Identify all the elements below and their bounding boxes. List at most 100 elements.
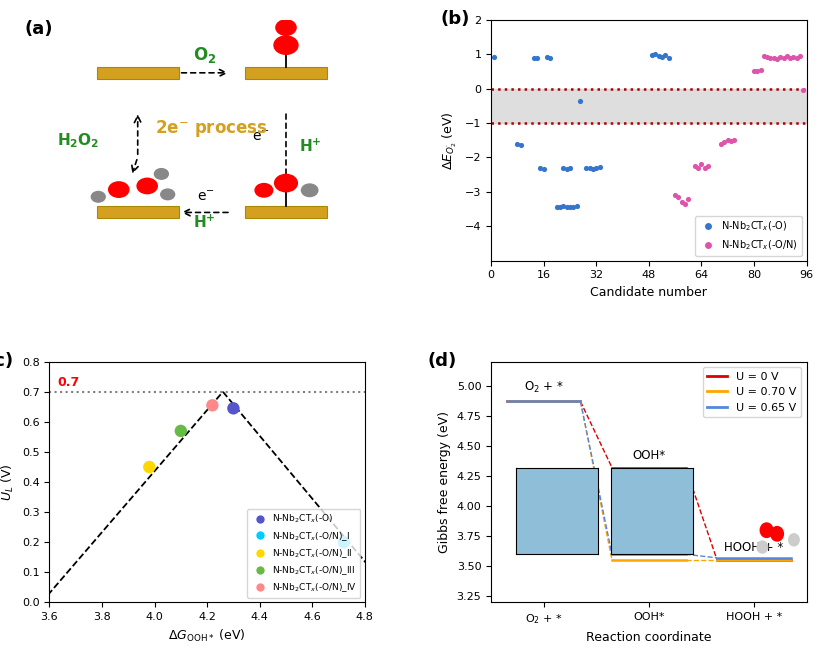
- Circle shape: [757, 541, 768, 553]
- Point: [787, 52, 800, 62]
- FancyBboxPatch shape: [96, 67, 179, 79]
- Point: [691, 162, 704, 173]
- Circle shape: [255, 183, 272, 197]
- Point: [563, 202, 576, 213]
- Point: [337, 537, 351, 547]
- Circle shape: [109, 182, 129, 197]
- Text: $\mathbf{H^{+}}$: $\mathbf{H^{+}}$: [299, 138, 321, 156]
- Point: [668, 190, 681, 201]
- Point: [724, 136, 737, 146]
- Point: [560, 201, 574, 212]
- Point: [534, 162, 547, 173]
- Point: [760, 52, 774, 62]
- Y-axis label: $\Delta E_{O_2^{\cdot}}$ (eV): $\Delta E_{O_2^{\cdot}}$ (eV): [441, 111, 459, 169]
- Point: [227, 403, 240, 414]
- Point: [681, 193, 695, 204]
- Point: [672, 192, 685, 203]
- FancyBboxPatch shape: [245, 67, 327, 79]
- Point: [579, 162, 593, 173]
- Point: [701, 161, 714, 171]
- Point: [764, 52, 777, 63]
- Point: [573, 95, 586, 106]
- Circle shape: [275, 174, 297, 192]
- Point: [714, 138, 728, 149]
- Point: [793, 51, 807, 62]
- Point: [537, 164, 551, 175]
- Point: [767, 53, 780, 64]
- Circle shape: [274, 36, 298, 54]
- Point: [662, 52, 675, 63]
- Point: [774, 52, 787, 62]
- Circle shape: [160, 189, 174, 200]
- Point: [566, 202, 579, 213]
- Circle shape: [155, 169, 169, 179]
- Text: (b): (b): [440, 10, 470, 28]
- Circle shape: [301, 184, 318, 197]
- Bar: [491, 89, 807, 123]
- Text: e$^{-}$: e$^{-}$: [197, 189, 215, 203]
- Point: [649, 49, 662, 60]
- FancyBboxPatch shape: [96, 207, 179, 218]
- X-axis label: Candidate number: Candidate number: [590, 286, 707, 299]
- Legend: N-Nb$_2$CT$_x$(-O), N-Nb$_2$CT$_x$(-O/N)_I, N-Nb$_2$CT$_x$(-O/N)_II, N-Nb$_2$CT$: N-Nb$_2$CT$_x$(-O), N-Nb$_2$CT$_x$(-O/N)…: [248, 509, 360, 598]
- Y-axis label: Gibbs free energy (eV): Gibbs free energy (eV): [438, 411, 451, 553]
- Point: [593, 162, 606, 172]
- Point: [728, 134, 741, 145]
- Point: [718, 136, 731, 147]
- Text: $\mathbf{H^{+}}$: $\mathbf{H^{+}}$: [193, 214, 216, 231]
- Text: $\mathbf{O_2}$: $\mathbf{O_2}$: [193, 44, 216, 65]
- Point: [675, 197, 688, 207]
- Point: [557, 162, 570, 173]
- Point: [583, 163, 596, 173]
- Point: [721, 135, 734, 146]
- Point: [783, 53, 797, 64]
- Circle shape: [771, 526, 783, 541]
- Text: 0.7: 0.7: [58, 376, 80, 389]
- Point: [754, 64, 767, 75]
- FancyBboxPatch shape: [245, 207, 327, 218]
- Point: [688, 161, 701, 171]
- Point: [658, 50, 672, 60]
- Text: 2e$^{-}$ process: 2e$^{-}$ process: [156, 118, 268, 138]
- Point: [541, 52, 554, 62]
- Circle shape: [760, 523, 773, 538]
- Point: [751, 66, 764, 76]
- X-axis label: $\Delta G_\mathrm{OOH*}$ (eV): $\Delta G_\mathrm{OOH*}$ (eV): [169, 628, 246, 644]
- Point: [570, 201, 583, 212]
- Point: [544, 52, 557, 63]
- Circle shape: [276, 20, 296, 35]
- Point: [174, 426, 188, 436]
- Legend: U = 0 V, U = 0.70 V, U = 0.65 V: U = 0 V, U = 0.70 V, U = 0.65 V: [703, 367, 801, 417]
- Text: OOH*: OOH*: [632, 449, 665, 461]
- Point: [655, 52, 668, 62]
- Point: [551, 202, 564, 213]
- X-axis label: Reaction coordinate: Reaction coordinate: [586, 632, 712, 645]
- Point: [206, 400, 219, 410]
- Text: (d): (d): [428, 352, 458, 370]
- Y-axis label: $U_L$ (V): $U_L$ (V): [0, 463, 16, 501]
- Circle shape: [788, 534, 799, 546]
- Text: HOOH + *: HOOH + *: [724, 542, 783, 554]
- Point: [757, 51, 770, 62]
- Point: [142, 461, 156, 472]
- Point: [790, 52, 803, 63]
- Point: [586, 164, 599, 175]
- Circle shape: [137, 178, 157, 194]
- Point: [514, 140, 528, 151]
- Point: [488, 52, 501, 62]
- Point: [747, 66, 760, 77]
- Circle shape: [91, 191, 105, 202]
- Point: [777, 52, 790, 63]
- Point: [589, 162, 602, 173]
- Point: [511, 138, 524, 149]
- Point: [678, 199, 691, 209]
- Point: [528, 52, 541, 63]
- Point: [554, 202, 567, 213]
- Point: [770, 54, 783, 65]
- Text: e$^{-}$: e$^{-}$: [253, 129, 270, 143]
- Point: [695, 159, 708, 169]
- Point: [780, 51, 793, 62]
- Point: [560, 164, 574, 175]
- Text: (a): (a): [24, 20, 53, 38]
- Point: [563, 163, 576, 173]
